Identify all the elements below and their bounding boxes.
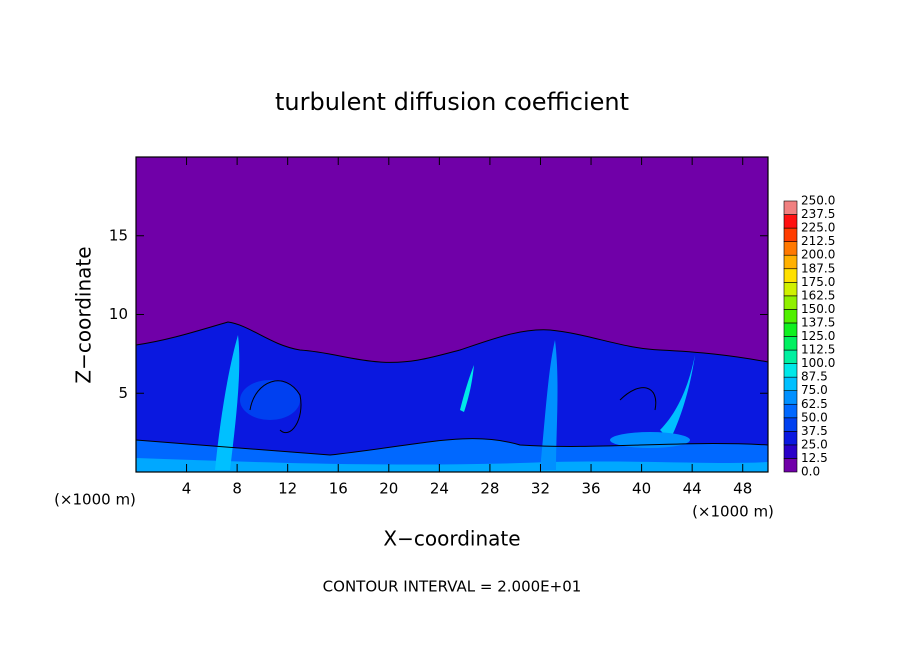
y-tick-label: 15 — [109, 226, 128, 244]
x-tick-label: 28 — [480, 480, 499, 498]
field-streak — [240, 380, 300, 420]
colorbar-label: 62.5 — [801, 397, 828, 411]
colorbar-band — [783, 281, 798, 297]
colorbar-band — [783, 200, 798, 215]
colorbar-label: 75.0 — [801, 383, 828, 397]
colorbar-label: 50.0 — [801, 410, 828, 424]
y-axis-label: Z−coordinate — [72, 246, 96, 383]
colorbar-band — [783, 458, 798, 473]
colorbar-band — [783, 309, 798, 324]
field-streak — [460, 365, 474, 412]
contour-line — [135, 321, 769, 363]
x-tick-label: 12 — [278, 480, 297, 498]
x-tick-label: 48 — [733, 480, 752, 498]
contour-line — [249, 380, 302, 433]
y-tick-label: 10 — [109, 305, 128, 323]
colorbar-label: 162.5 — [801, 288, 835, 302]
x-tick-label: 40 — [632, 480, 651, 498]
contour-field — [135, 157, 769, 472]
colorbar-label: 187.5 — [801, 261, 835, 275]
field-region — [136, 322, 768, 472]
field-streak — [215, 335, 240, 470]
colorbar-band — [783, 444, 798, 459]
x-tick-label: 20 — [379, 480, 398, 498]
colorbar-label: 25.0 — [801, 437, 828, 451]
colorbar-label: 112.5 — [801, 343, 835, 357]
colorbar-label: 137.5 — [801, 315, 835, 329]
x-tick-label: 32 — [531, 480, 550, 498]
contour-line — [619, 387, 657, 411]
colorbar-label: 37.5 — [801, 424, 828, 438]
x-tick-label: 24 — [430, 480, 449, 498]
x-tick-label: 4 — [182, 480, 192, 498]
colorbar-band — [783, 214, 798, 229]
contour-line — [135, 438, 769, 456]
colorbar-band — [783, 322, 798, 337]
colorbar-band — [783, 431, 798, 446]
y-unit: (×1000 m) — [54, 491, 136, 509]
colorbar-label: 250.0 — [801, 194, 835, 208]
colorbar-label: 212.5 — [801, 234, 835, 248]
colorbar-band — [783, 227, 798, 242]
colorbar-label: 200.0 — [801, 248, 835, 262]
colorbar-label: 12.5 — [801, 451, 828, 465]
field-region — [136, 458, 768, 472]
x-tick-label: 44 — [683, 480, 702, 498]
colorbar-label: 150.0 — [801, 302, 835, 316]
x-tick-label: 16 — [329, 480, 348, 498]
x-axis-label: X−coordinate — [383, 527, 520, 551]
colorbar-label: 87.5 — [801, 370, 828, 384]
colorbar-band — [783, 349, 798, 364]
x-tick-label: 8 — [232, 480, 242, 498]
colorbar-label: 100.0 — [801, 356, 835, 370]
x-unit: (×1000 m) — [692, 503, 774, 521]
annotation: CONTOUR INTERVAL = 2.000E+01 — [323, 578, 582, 596]
chart-title: turbulent diffusion coefficient — [275, 88, 629, 116]
colorbar-label: 237.5 — [801, 207, 835, 221]
colorbar-band — [783, 254, 798, 270]
colorbar-label: 225.0 — [801, 221, 835, 235]
y-tick-label: 5 — [118, 384, 128, 402]
colorbar-label: 0.0 — [801, 465, 820, 479]
x-tick-label: 36 — [581, 480, 600, 498]
colorbar-band — [783, 376, 798, 391]
colorbar-band — [783, 417, 798, 432]
colorbar-band — [783, 295, 798, 310]
colorbar-label: 125.0 — [801, 329, 835, 343]
field-streak — [540, 340, 558, 470]
colorbar-band — [783, 336, 798, 351]
field-streak — [660, 355, 695, 440]
colorbar-band — [783, 403, 798, 419]
colorbar-band — [783, 363, 798, 378]
colorbar-band — [783, 390, 798, 405]
colorbar-band — [783, 241, 798, 256]
colorbar-label: 175.0 — [801, 275, 835, 289]
colorbar-band — [783, 268, 798, 283]
